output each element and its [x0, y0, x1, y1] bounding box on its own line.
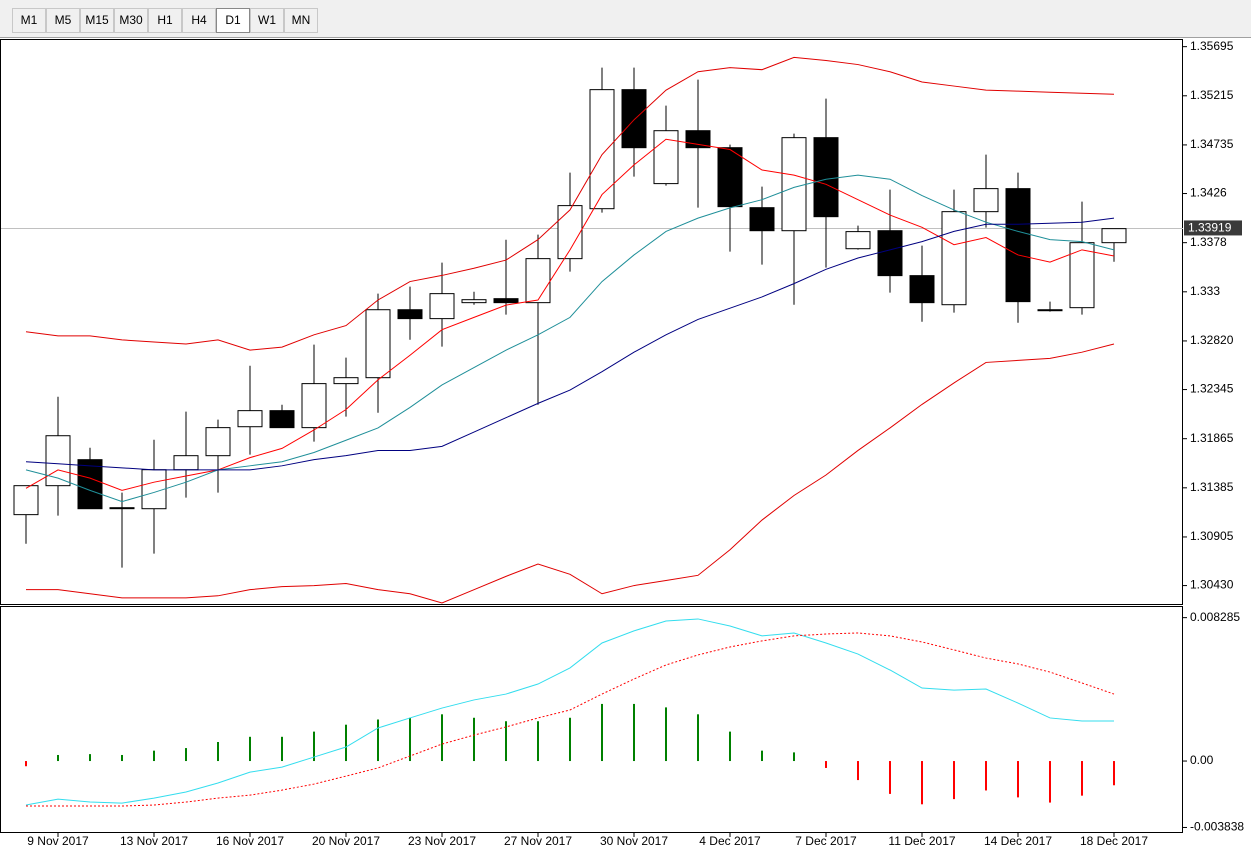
indicator-line [26, 632, 1115, 807]
candle-body [461, 299, 487, 304]
y-tick-label: 1.3426 [1190, 186, 1227, 200]
x-tick-label: 20 Nov 2017 [312, 834, 380, 848]
timeframe-button[interactable] [114, 8, 148, 33]
y-tick-label: 1.34735 [1190, 137, 1234, 151]
candle-body [813, 137, 839, 218]
y-tick-label: 1.35695 [1190, 39, 1234, 53]
timeframe-label[interactable]: M5 [55, 13, 72, 27]
y-tick-label: 1.30430 [1190, 578, 1234, 592]
candle-body [525, 258, 551, 304]
x-tick-label: 4 Dec 2017 [699, 834, 761, 848]
y-tick-label: -0.003838 [1190, 820, 1244, 834]
timeframe-button[interactable] [216, 8, 250, 33]
indicator-line [25, 56, 1115, 351]
timeframe-button[interactable] [250, 8, 284, 33]
indicator-line [25, 618, 1114, 806]
candle-body [845, 231, 871, 250]
candle-body [13, 485, 39, 516]
candle-body [301, 383, 327, 429]
x-tick-label: 7 Dec 2017 [795, 834, 857, 848]
indicator-line [25, 217, 1115, 471]
current-price-box [1184, 220, 1242, 236]
candle-body [1101, 228, 1127, 244]
candle-body [173, 455, 199, 471]
x-tick-label: 11 Dec 2017 [888, 834, 955, 848]
candle-body [109, 507, 135, 510]
timeframe-button[interactable] [182, 8, 216, 33]
candle-body [237, 410, 263, 428]
candle-body [749, 207, 775, 232]
x-tick-label: 30 Nov 2017 [600, 834, 668, 848]
candle-body [621, 89, 647, 149]
y-tick-label: 1.31865 [1190, 431, 1234, 445]
x-tick-label: 23 Nov 2017 [408, 834, 476, 848]
candle-body [365, 309, 391, 379]
timeframe-label[interactable]: M1 [21, 13, 38, 27]
indicator-line [25, 174, 1115, 503]
timeframe-label[interactable]: M30 [119, 13, 143, 27]
y-tick-label: 0.008285 [1190, 610, 1240, 624]
y-tick-label: 1.32345 [1190, 382, 1234, 396]
candle-body [941, 211, 967, 306]
timeframe-button[interactable] [80, 8, 114, 33]
candle-body [397, 309, 423, 320]
timeframe-button[interactable] [148, 8, 182, 33]
timeframe-label[interactable]: H1 [157, 13, 173, 27]
x-tick-label: 13 Nov 2017 [120, 834, 188, 848]
y-tick-label: 1.31385 [1190, 480, 1234, 494]
candle-body [1069, 242, 1095, 309]
y-tick-label: 1.32820 [1190, 333, 1234, 347]
timeframe-button[interactable] [12, 8, 46, 33]
x-tick-label: 27 Nov 2017 [504, 834, 572, 848]
indicator-line [26, 343, 1115, 604]
y-tick-label: 1.35215 [1190, 88, 1234, 102]
y-tick-label: 1.30905 [1190, 529, 1234, 543]
x-tick-label: 18 Dec 2017 [1080, 834, 1148, 848]
candle-body [653, 130, 679, 185]
x-tick-label: 9 Nov 2017 [27, 834, 89, 848]
x-tick-label: 16 Nov 2017 [216, 834, 284, 848]
timeframe-label[interactable]: MN [292, 13, 311, 27]
macd-panel [0, 606, 1183, 833]
candle-body [333, 377, 359, 385]
candle-body [205, 427, 231, 457]
plot: 1.35695 1.35215 1.34735 1.3426 1.3378 1.333 1.… [1, 39, 1244, 848]
timeframe-label[interactable]: M15 [85, 13, 109, 27]
y-tick-label: 1.3378 [1190, 235, 1227, 249]
timeframe-bar: M1 M5 M15 M30 H1 H4 D1 W1 MN [12, 8, 318, 33]
candle-body [429, 293, 455, 320]
candle-body [493, 298, 519, 304]
candle-body [269, 410, 295, 429]
timeframe-label[interactable]: D1 [225, 13, 241, 27]
candle-body [77, 459, 103, 510]
timeframe-button[interactable] [46, 8, 80, 33]
candle-body [717, 147, 743, 208]
candle-body [589, 89, 615, 210]
current-price-label: 1.33919 [1188, 221, 1232, 235]
y-tick-label: 1.333 [1190, 284, 1220, 298]
candle-body [973, 188, 999, 213]
y-tick-label: 0.00 [1190, 753, 1214, 767]
candle-body [877, 230, 903, 277]
candle-body [1037, 309, 1063, 312]
candle-body [909, 275, 935, 304]
candle-body [45, 435, 71, 487]
indicator-line [25, 138, 1115, 491]
timeframe-button[interactable] [284, 8, 318, 33]
timeframe-label[interactable]: H4 [191, 13, 207, 27]
candle-body [685, 130, 711, 149]
candle-body [1005, 188, 1031, 303]
candle-body [141, 469, 167, 510]
candle-body [781, 137, 807, 232]
x-tick-label: 14 Dec 2017 [984, 834, 1052, 848]
timeframe-label[interactable]: W1 [258, 13, 276, 27]
